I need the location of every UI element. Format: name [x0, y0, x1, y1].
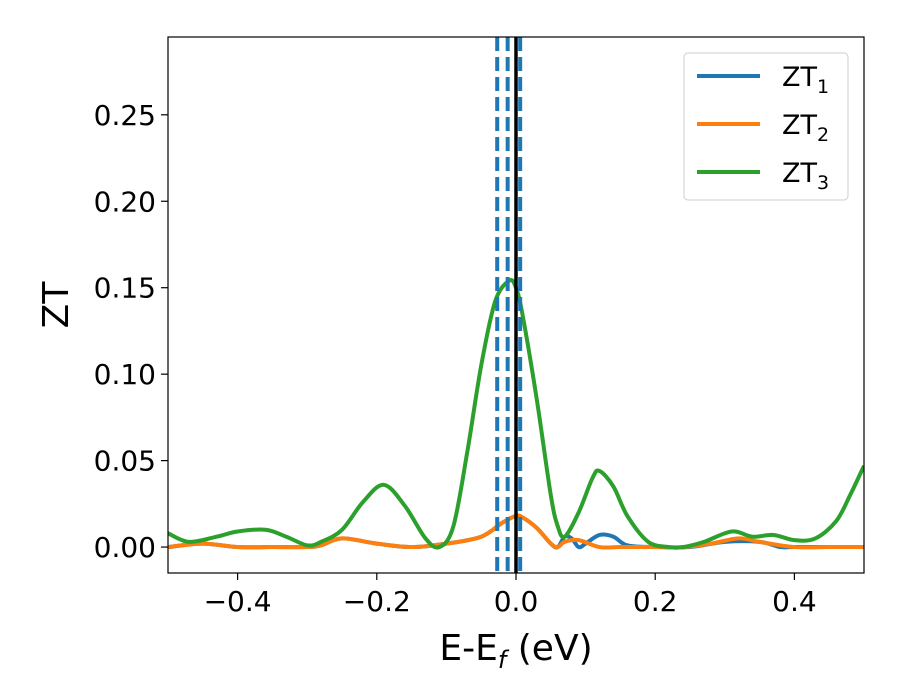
legend-label-main: ZT: [782, 62, 817, 93]
reference-lines: [495, 37, 523, 573]
legend-label-main: ZT: [782, 158, 817, 189]
y-tick-label: 0.10: [94, 358, 156, 391]
x-tick-label: 0.4: [772, 585, 817, 618]
x-tick-label: 0.2: [633, 585, 678, 618]
y-tick-label: 0.05: [94, 445, 156, 478]
legend-label-zt3: ZT3: [782, 158, 829, 194]
x-tick-label: −0.4: [204, 585, 272, 618]
series-line-zt3: [168, 278, 864, 550]
series-layer: [168, 278, 864, 550]
y-tick-label: 0.20: [94, 185, 156, 218]
x-axis-label-unit: (eV): [506, 628, 592, 669]
y-tick-label: 0.15: [94, 272, 156, 305]
x-axis-label-main: E-E: [439, 628, 497, 669]
x-axis-ticks: −0.4 −0.2 0.0 0.2 0.4: [204, 573, 817, 618]
x-axis-label: E-Ef (eV): [439, 628, 592, 674]
series-line-zt2: [168, 513, 864, 550]
legend-label-subscript: 2: [817, 124, 829, 146]
legend-label-subscript: 3: [817, 172, 829, 194]
y-axis-ticks: 0.00 0.05 0.10 0.15 0.20 0.25: [94, 99, 168, 564]
y-tick-label: 0.00: [94, 531, 156, 564]
x-tick-label: −0.2: [343, 585, 411, 618]
legend-label-zt1: ZT1: [782, 62, 829, 98]
y-tick-label: 0.25: [94, 99, 156, 132]
x-tick-label: 0.0: [494, 585, 539, 618]
y-axis-label: ZT: [36, 281, 77, 329]
legend-label-zt2: ZT2: [782, 110, 829, 146]
legend-label-main: ZT: [782, 110, 817, 141]
legend-label-subscript: 1: [817, 76, 829, 98]
legend-box: [683, 52, 849, 201]
plot-frame: [167, 36, 865, 574]
